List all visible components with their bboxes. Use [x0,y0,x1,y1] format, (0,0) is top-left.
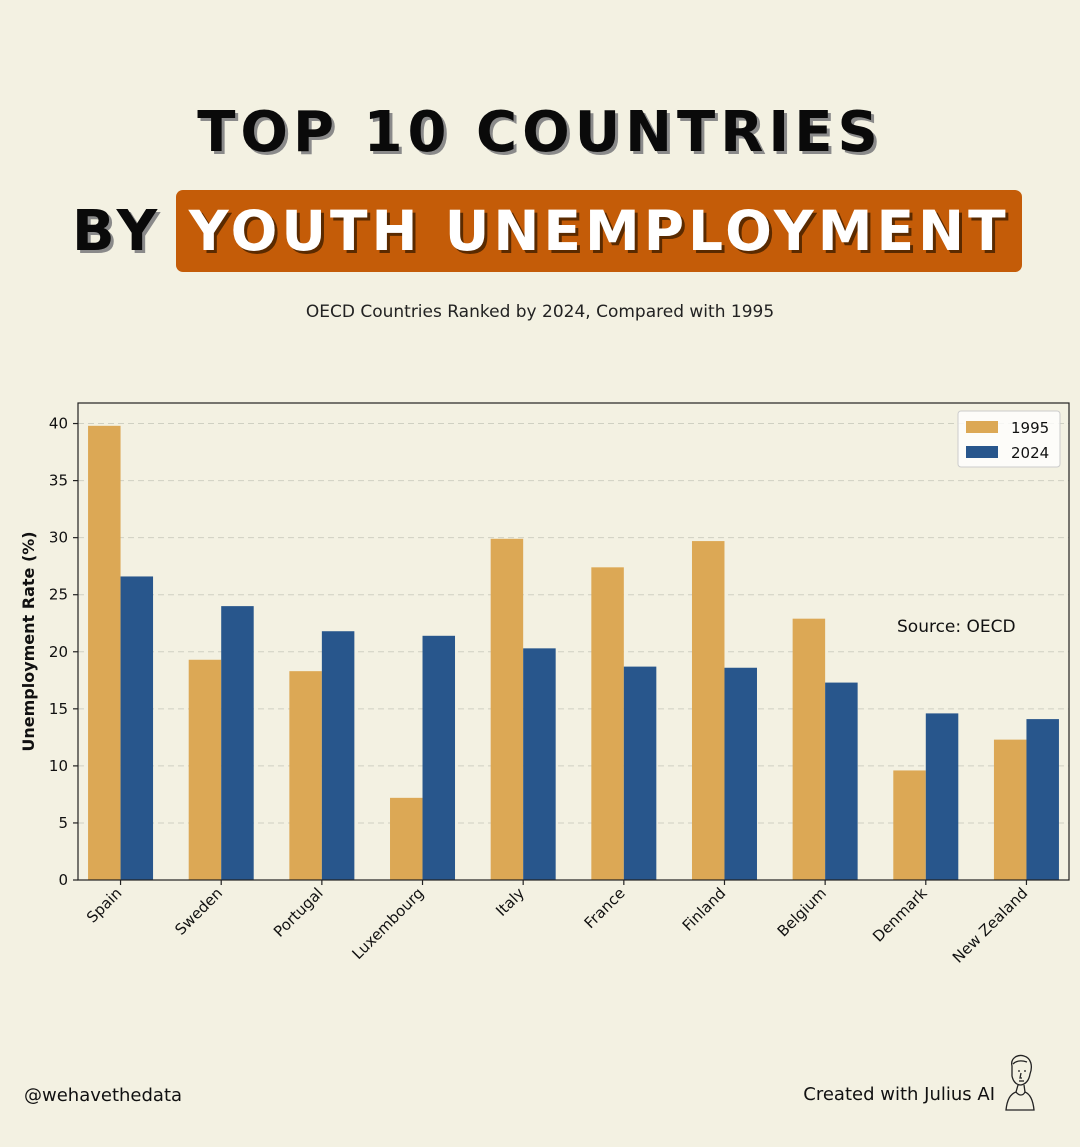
legend-label-1995: 1995 [1011,419,1049,437]
x-tick-label: Denmark [869,884,931,946]
x-tick-label: Belgium [774,884,830,940]
x-tick-label: France [581,884,629,932]
y-tick-label: 25 [49,586,68,604]
title-highlight-text: YOUTH UNEMPLOYMENT [188,199,1010,263]
bust-icon [1005,1054,1035,1111]
bar-1995-finland [691,541,725,880]
bar-2024-denmark [925,713,959,880]
x-tick-label: Portugal [270,884,327,941]
y-tick-label: 0 [58,871,68,889]
y-tick-label: 30 [49,529,68,547]
y-tick-label: 40 [49,415,68,433]
bar-1995-spain [88,425,121,880]
source-annotation: Source: OECD [897,617,1016,637]
y-tick-label: 35 [49,472,68,490]
bar-2024-finland [724,667,757,880]
bar-2024-france [623,666,657,880]
bar-chart: 0 5 10 15 20 25 30 35 40 Spain Sweden Portugal Luxem… [19,402,1070,967]
x-tick-label: Sweden [171,884,226,939]
bar-1995-portugal [289,671,322,880]
subtitle: OECD Countries Ranked by 2024, Compared … [305,302,775,322]
y-tick-label: 15 [49,700,68,718]
bar-2024-luxembourg [422,635,456,880]
x-tick-label: Spain [83,884,125,926]
x-tick-label: Luxembourg [349,884,428,963]
bar-1995-sweden [188,659,222,880]
bar-2024-italy [523,648,556,880]
y-tick-label: 20 [49,643,68,661]
bar-1995-italy [490,538,524,880]
x-tick-label: Italy [492,884,528,920]
bar-1995-france [591,567,624,880]
bar-2024-new-zealand [1026,719,1059,880]
title-highlight-box: YOUTH UNEMPLOYMENT [176,190,1023,272]
bar-1995-denmark [893,770,926,880]
bars [88,425,1059,880]
y-tick-label: 5 [58,814,68,832]
bar-2024-sweden [221,606,254,880]
footer-handle: @wehavethedata [24,1085,183,1106]
legend: 1995 2024 [957,410,1061,468]
legend-label-2024: 2024 [1011,444,1049,462]
y-axis-label: Unemployment Rate (%) [19,531,38,751]
title-line-2: BY YOUTH UNEMPLOYMENT [72,190,1023,272]
bar-2024-portugal [321,631,355,880]
bar-2024-belgium [825,682,858,880]
bar-1995-belgium [792,618,826,880]
footer-credit: Created with Julius AI [803,1084,995,1105]
bar-1995-luxembourg [390,797,423,880]
y-tick-label: 10 [49,757,68,775]
x-tick-label: Finland [679,884,730,935]
title-prefix: BY [72,198,163,264]
legend-swatch-1995 [966,421,998,433]
title-line-1: TOP 10 COUNTRIES [197,100,883,165]
legend-swatch-2024 [966,446,998,458]
bar-2024-spain [120,576,154,880]
x-tick-label: New Zealand [949,884,1031,966]
plot-frame [77,402,1070,881]
bar-1995-new-zealand [993,739,1027,880]
